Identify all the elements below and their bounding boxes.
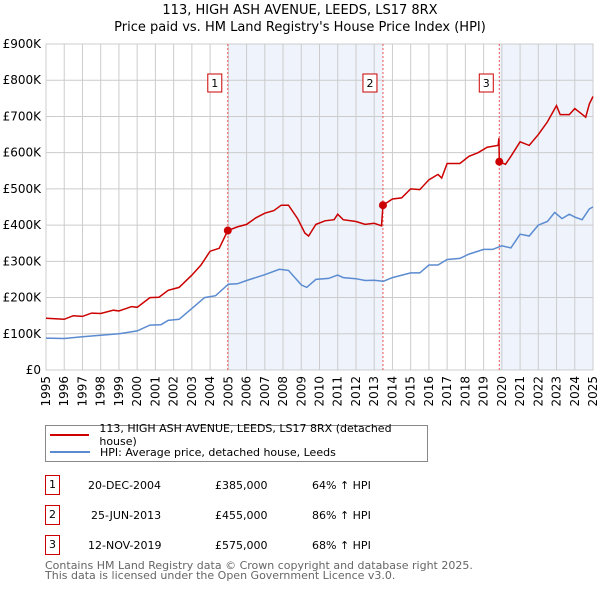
footer-licence: This data is licensed under the Open Gov…	[45, 569, 396, 582]
y-tick-label: £200K	[3, 291, 43, 305]
sale-number-badge: 2	[45, 505, 60, 525]
sale-label-box	[478, 73, 494, 93]
x-tick-label: 2001	[148, 376, 162, 407]
x-tick-label: 2015	[404, 376, 418, 407]
x-tick-label: 2020	[495, 376, 509, 407]
x-tick-label: 2006	[240, 376, 254, 407]
sale-point	[378, 201, 387, 210]
x-tick-label: 2011	[331, 376, 345, 407]
x-tick-label: 2023	[550, 376, 564, 407]
sale-date: 25-JUN-2013	[91, 509, 162, 522]
sale-price: £455,000	[215, 509, 268, 522]
x-tick-label: 2008	[276, 376, 290, 407]
x-tick-label: 2013	[367, 376, 381, 407]
y-tick-label: £900K	[3, 37, 43, 51]
hpi-line	[45, 206, 594, 340]
x-tick-label: 2005	[221, 376, 235, 407]
sale-number-badge: 1	[45, 475, 60, 495]
x-tick-label: 1995	[39, 376, 53, 407]
x-tick-label: 1999	[112, 376, 126, 407]
y-tick-label: £500K	[3, 182, 43, 196]
legend-item-property: 113, HIGH ASH AVENUE, LEEDS, LS17 8RX (d…	[50, 422, 427, 448]
chart-title: 113, HIGH ASH AVENUE, LEEDS, LS17 8RX	[162, 3, 438, 18]
y-tick-label: £100K	[3, 327, 43, 341]
x-tick-label: 2007	[258, 376, 272, 407]
legend-label: HPI: Average price, detached house, Leed…	[100, 445, 336, 459]
sale-label: 1	[211, 77, 218, 90]
x-tick-label: 1998	[94, 376, 108, 407]
x-tick-label: 2012	[349, 376, 363, 407]
sale-label-box	[362, 73, 378, 93]
sale-price: £385,000	[215, 479, 268, 492]
x-tick-label: 2025	[586, 376, 600, 407]
x-tick-label: 2021	[513, 376, 527, 407]
sale-label: 3	[483, 77, 490, 90]
chart-subtitle: Price paid vs. HM Land Registry's House …	[114, 20, 486, 35]
sale-label: 2	[366, 77, 373, 90]
sale-number-badge: 3	[45, 535, 60, 555]
x-tick-label: 2004	[203, 376, 217, 407]
shaded-period	[499, 44, 593, 370]
y-tick-label: £400K	[3, 218, 43, 232]
sale-hpi: 64% ↑ HPI	[312, 479, 371, 492]
sale-row: 1 20-DEC-2004 £385,000 64% ↑ HPI	[45, 475, 465, 495]
x-tick-label: 1996	[57, 376, 71, 407]
legend-item-hpi: HPI: Average price, detached house, Leed…	[50, 444, 336, 460]
footer-copyright: Contains HM Land Registry data © Crown c…	[45, 559, 473, 572]
x-tick-label: 2017	[440, 376, 454, 407]
sale-date: 20-DEC-2004	[88, 479, 162, 492]
x-tick-label: 2002	[167, 376, 181, 407]
sale-label-box	[207, 73, 223, 93]
sale-hpi: 86% ↑ HPI	[312, 509, 371, 522]
plot-area: £0 £100K £200K £300K £400K £500K £600K £700K £80…	[3, 37, 600, 407]
x-tick-label: 2010	[313, 376, 327, 407]
x-tick-label: 2018	[458, 376, 472, 407]
sale-point	[495, 157, 504, 166]
sale-date: 12-NOV-2019	[88, 539, 162, 552]
x-tick-label: 2000	[130, 376, 144, 407]
y-tick-label: £0	[26, 363, 41, 377]
x-tick-label: 2014	[385, 376, 399, 407]
x-tick-label: 2022	[531, 376, 545, 407]
y-tick-label: £300K	[3, 254, 43, 268]
x-tick-label: 2009	[294, 376, 308, 407]
x-tick-label: 2016	[422, 376, 436, 407]
shaded-period	[227, 44, 383, 370]
footer: Contains HM Land Registry data © Crown c…	[45, 559, 473, 582]
price-paid-line	[45, 96, 594, 321]
legend-swatch-blue	[50, 451, 90, 453]
legend-label: 113, HIGH ASH AVENUE, LEEDS, LS17 8RX (d…	[99, 422, 392, 448]
sale-price: £575,000	[215, 539, 268, 552]
x-tick-label: 2024	[568, 376, 582, 407]
legend: 113, HIGH ASH AVENUE, LEEDS, LS17 8RX (d…	[45, 422, 428, 462]
y-tick-label: £800K	[3, 73, 43, 87]
x-tick-label: 1997	[75, 376, 89, 407]
y-tick-label: £600K	[3, 146, 43, 160]
y-tick-label: £700K	[3, 109, 43, 123]
sale-row: 2 25-JUN-2013 £455,000 86% ↑ HPI	[45, 505, 465, 525]
x-tick-label: 2003	[185, 376, 199, 407]
sale-point	[223, 226, 232, 235]
legend-swatch-red	[50, 434, 90, 436]
sale-row: 3 12-NOV-2019 £575,000 68% ↑ HPI	[45, 535, 465, 555]
sale-hpi: 68% ↑ HPI	[312, 539, 371, 552]
x-tick-label: 2019	[477, 376, 491, 407]
